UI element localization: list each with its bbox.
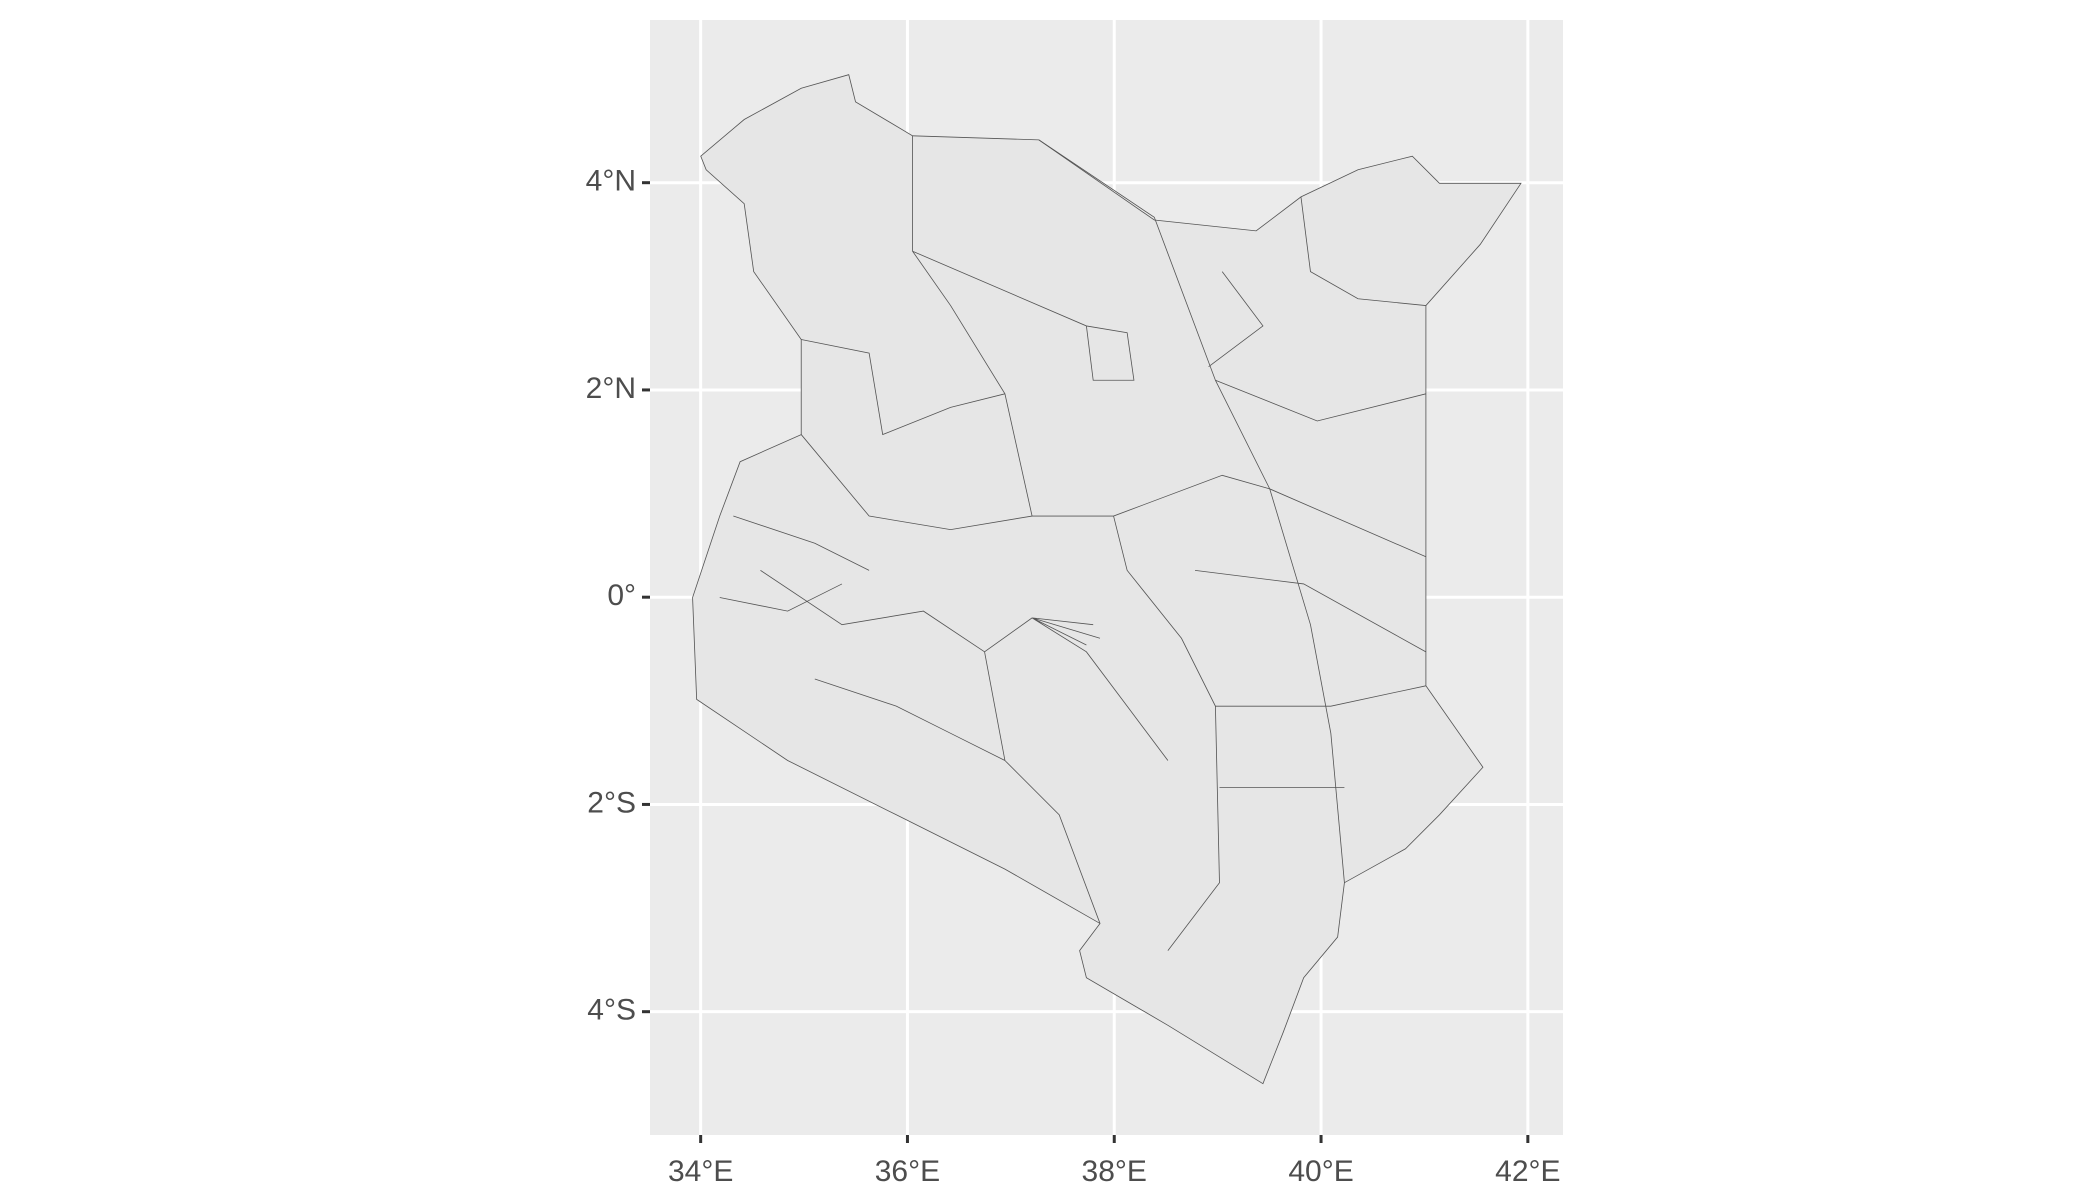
division-lines (719, 135, 1427, 951)
country-outline (692, 74, 1522, 1085)
y-tick-label: 4°S (587, 994, 636, 1027)
y-tick-label: 4°N (586, 165, 636, 198)
y-tick-label: 2°S (587, 786, 636, 819)
map (692, 74, 1522, 1085)
x-tick-label: 34°E (668, 1155, 733, 1188)
axes: 34°E 36°E 38°E 40°E 42°E 4°S 2°S 0° 2°N 4°N (586, 165, 1561, 1188)
x-tick-label: 36°E (875, 1155, 940, 1188)
x-tick-label: 38°E (1082, 1155, 1147, 1188)
x-tick-label: 42°E (1495, 1155, 1560, 1188)
x-tick-label: 40°E (1288, 1155, 1353, 1188)
y-tick-label: 0° (607, 579, 636, 612)
y-tick-label: 2°N (586, 372, 636, 405)
